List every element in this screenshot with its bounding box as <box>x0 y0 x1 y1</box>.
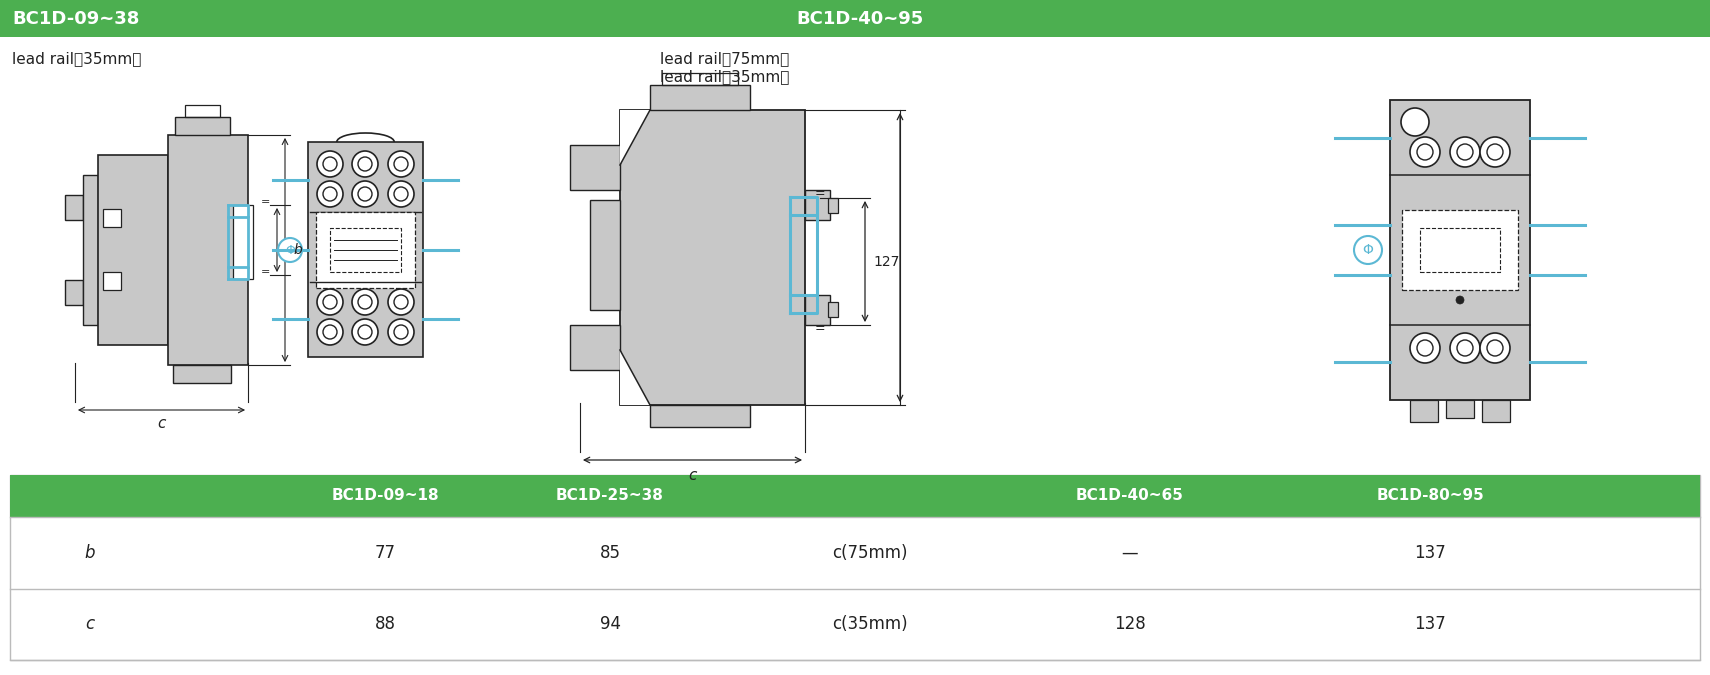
Bar <box>828 302 838 317</box>
Bar <box>1447 400 1474 418</box>
Bar <box>65 195 84 220</box>
Text: =: = <box>814 188 826 200</box>
Text: 94: 94 <box>600 615 621 633</box>
Text: lead rail（35mm）: lead rail（35mm） <box>12 51 142 67</box>
Text: =: = <box>814 323 826 335</box>
Text: c: c <box>689 468 696 483</box>
Bar <box>1419 228 1500 272</box>
Circle shape <box>1450 333 1479 363</box>
Bar <box>173 365 231 383</box>
Bar <box>1483 400 1510 422</box>
Text: BC1D-09~38: BC1D-09~38 <box>12 10 140 28</box>
Text: =: = <box>260 267 270 277</box>
Text: 137: 137 <box>1414 615 1447 633</box>
Text: 137: 137 <box>1414 544 1447 562</box>
Text: c(75mm): c(75mm) <box>833 544 908 562</box>
Text: BC1D-40~95: BC1D-40~95 <box>797 10 923 28</box>
Text: Φ: Φ <box>1363 243 1373 257</box>
Circle shape <box>1354 236 1382 264</box>
Circle shape <box>388 319 414 345</box>
Text: lead rail（35mm）: lead rail（35mm） <box>660 70 790 84</box>
Bar <box>103 272 121 290</box>
Bar <box>1411 400 1438 422</box>
Bar <box>308 142 422 357</box>
Text: BC1D-25~38: BC1D-25~38 <box>556 489 663 504</box>
Circle shape <box>352 289 378 315</box>
Circle shape <box>1400 108 1430 136</box>
Text: c: c <box>86 615 94 633</box>
Circle shape <box>316 289 344 315</box>
Text: =: = <box>260 197 270 207</box>
Circle shape <box>1411 333 1440 363</box>
Bar <box>1390 100 1530 400</box>
Circle shape <box>388 181 414 207</box>
Bar <box>233 205 253 279</box>
Text: c: c <box>157 416 166 431</box>
Circle shape <box>352 151 378 177</box>
Circle shape <box>1455 296 1464 304</box>
Bar <box>662 73 739 85</box>
Text: BC1D-80~95: BC1D-80~95 <box>1377 489 1484 504</box>
Text: c(35mm): c(35mm) <box>833 615 908 633</box>
Circle shape <box>279 238 303 262</box>
Bar <box>103 209 121 227</box>
Bar <box>174 117 231 135</box>
Bar <box>84 175 97 325</box>
Bar <box>168 135 248 365</box>
Text: 88: 88 <box>374 615 395 633</box>
Bar <box>1402 210 1518 290</box>
Text: 85: 85 <box>600 544 621 562</box>
Bar <box>569 145 621 190</box>
Polygon shape <box>621 110 650 165</box>
Polygon shape <box>621 350 650 405</box>
Circle shape <box>1479 137 1510 167</box>
Circle shape <box>352 319 378 345</box>
Circle shape <box>316 151 344 177</box>
Text: —: — <box>1122 544 1139 562</box>
Bar <box>330 228 402 272</box>
Circle shape <box>1411 137 1440 167</box>
Bar <box>10 475 1700 517</box>
Bar <box>569 325 621 370</box>
Text: BC1D-09~18: BC1D-09~18 <box>332 489 439 504</box>
Text: 127: 127 <box>874 254 899 269</box>
Circle shape <box>316 319 344 345</box>
Text: b: b <box>292 243 301 257</box>
Bar <box>590 200 621 310</box>
Text: 128: 128 <box>1115 615 1146 633</box>
Circle shape <box>316 181 344 207</box>
Bar <box>650 405 751 427</box>
Bar <box>477 0 1710 37</box>
Text: BC1D-40~65: BC1D-40~65 <box>1076 489 1183 504</box>
Bar <box>805 190 829 220</box>
Bar <box>621 110 805 405</box>
Circle shape <box>352 181 378 207</box>
Bar <box>0 0 477 37</box>
Bar <box>650 85 751 110</box>
Bar <box>805 295 829 325</box>
Bar <box>10 475 1700 660</box>
Circle shape <box>388 151 414 177</box>
Text: Φ: Φ <box>286 244 294 256</box>
Bar <box>316 212 416 288</box>
Text: lead rail（75mm）: lead rail（75mm） <box>660 51 790 67</box>
Circle shape <box>388 289 414 315</box>
Bar <box>185 105 221 117</box>
Text: b: b <box>86 544 96 562</box>
Bar <box>65 280 84 305</box>
Bar <box>97 155 168 345</box>
Bar <box>828 198 838 213</box>
Circle shape <box>1479 333 1510 363</box>
Circle shape <box>1450 137 1479 167</box>
Text: 77: 77 <box>374 544 395 562</box>
